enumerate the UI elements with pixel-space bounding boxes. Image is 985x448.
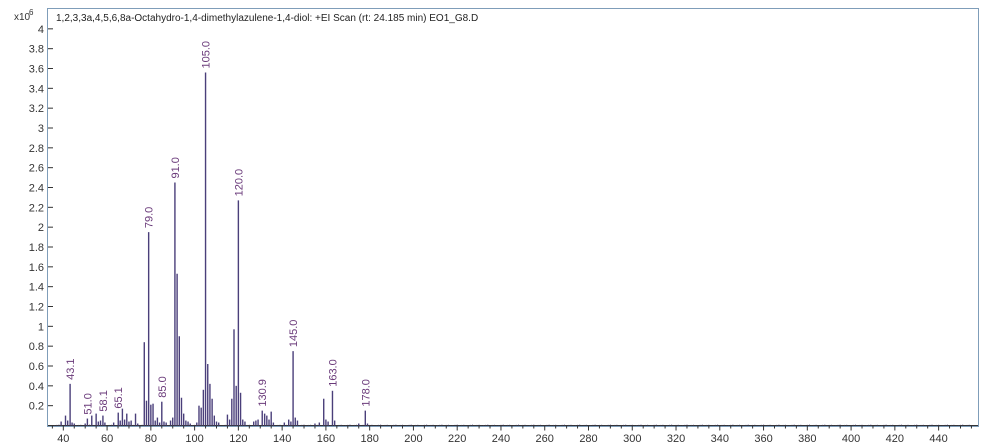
x-tick-label: 180 [360, 433, 378, 445]
y-tick-label: 1.4 [29, 282, 44, 294]
x-tick-label: 200 [404, 433, 422, 445]
y-tick-label: 1.6 [29, 262, 44, 274]
bars-layer [54, 72, 972, 426]
y-tick-label: 4 [38, 24, 44, 36]
x-tick-label: 120 [229, 433, 247, 445]
x-tick-label: 440 [929, 433, 947, 445]
peak-label: 85.0 [157, 376, 169, 397]
peak-label: 105.0 [201, 41, 213, 69]
x-tick-label: 240 [492, 433, 510, 445]
peak-label: 65.1 [113, 387, 125, 408]
x-tick-label: 80 [145, 433, 157, 445]
y-scale-label: x10 [14, 12, 31, 23]
y-tick-label: 3.2 [29, 103, 44, 115]
x-tick-label: 380 [798, 433, 816, 445]
y-tick-label: 3.8 [29, 44, 44, 56]
x-tick-label: 280 [579, 433, 597, 445]
x-tick-label: 340 [711, 433, 729, 445]
chart-title: 1,2,3,3a,4,5,6,8a-Octahydro-1,4-dimethyl… [56, 13, 478, 24]
y-scale-exponent: 6 [29, 8, 34, 17]
peak-label: 163.0 [327, 359, 339, 387]
peak-label: 58.1 [98, 390, 110, 411]
y-tick-label: 3.6 [29, 64, 44, 76]
x-tick-label: 420 [886, 433, 904, 445]
x-tick-label: 260 [536, 433, 554, 445]
peak-label: 178.0 [360, 379, 372, 407]
x-tick-label: 140 [273, 433, 291, 445]
peak-label: 120.0 [233, 169, 245, 197]
y-tick-label: 3.4 [29, 83, 44, 95]
plot-frame [47, 8, 979, 427]
peak-label: 130.9 [257, 379, 269, 407]
peak-label: 43.1 [65, 358, 77, 379]
y-tick-label: 2.2 [29, 202, 44, 214]
peak-label: 91.0 [170, 157, 182, 178]
y-tick-label: 0.4 [29, 381, 44, 393]
x-tick-label: 320 [667, 433, 685, 445]
y-tick-label: 2.4 [29, 183, 44, 195]
y-tick-label: 1 [38, 321, 44, 333]
y-tick-label: 2 [38, 222, 44, 234]
y-tick-label: 2.6 [29, 163, 44, 175]
x-tick-label: 360 [754, 433, 772, 445]
x-tick-label: 300 [623, 433, 641, 445]
x-tick-label: 400 [842, 433, 860, 445]
y-tick-label: 1.2 [29, 302, 44, 314]
y-tick-label: 3 [38, 123, 44, 135]
peak-labels-layer: 43.1 51.0 58.1 65.1 79.0 85.0 91.0 105.0 120.0 13… [65, 41, 372, 415]
x-tick-label: 160 [317, 433, 335, 445]
x-tick-label: 60 [101, 433, 113, 445]
y-tick-label: 2.8 [29, 143, 44, 155]
x-tick-label: 40 [57, 433, 69, 445]
y-tick-label: 0.8 [29, 341, 44, 353]
axes-layer: 0.2 0.4 0.6 0.8 1 1.2 1.4 1.6 1.8 2 2.2 2.4 2.6 2.8 3 3… [29, 24, 978, 445]
peak-label: 145.0 [288, 320, 300, 348]
peak-label: 79.0 [144, 207, 156, 228]
y-tick-label: 1.8 [29, 242, 44, 254]
x-tick-label: 100 [185, 433, 203, 445]
peak-label: 51.0 [82, 393, 94, 414]
y-tick-label: 0.6 [29, 361, 44, 373]
x-tick-label: 220 [448, 433, 466, 445]
y-tick-label: 0.2 [29, 401, 44, 413]
